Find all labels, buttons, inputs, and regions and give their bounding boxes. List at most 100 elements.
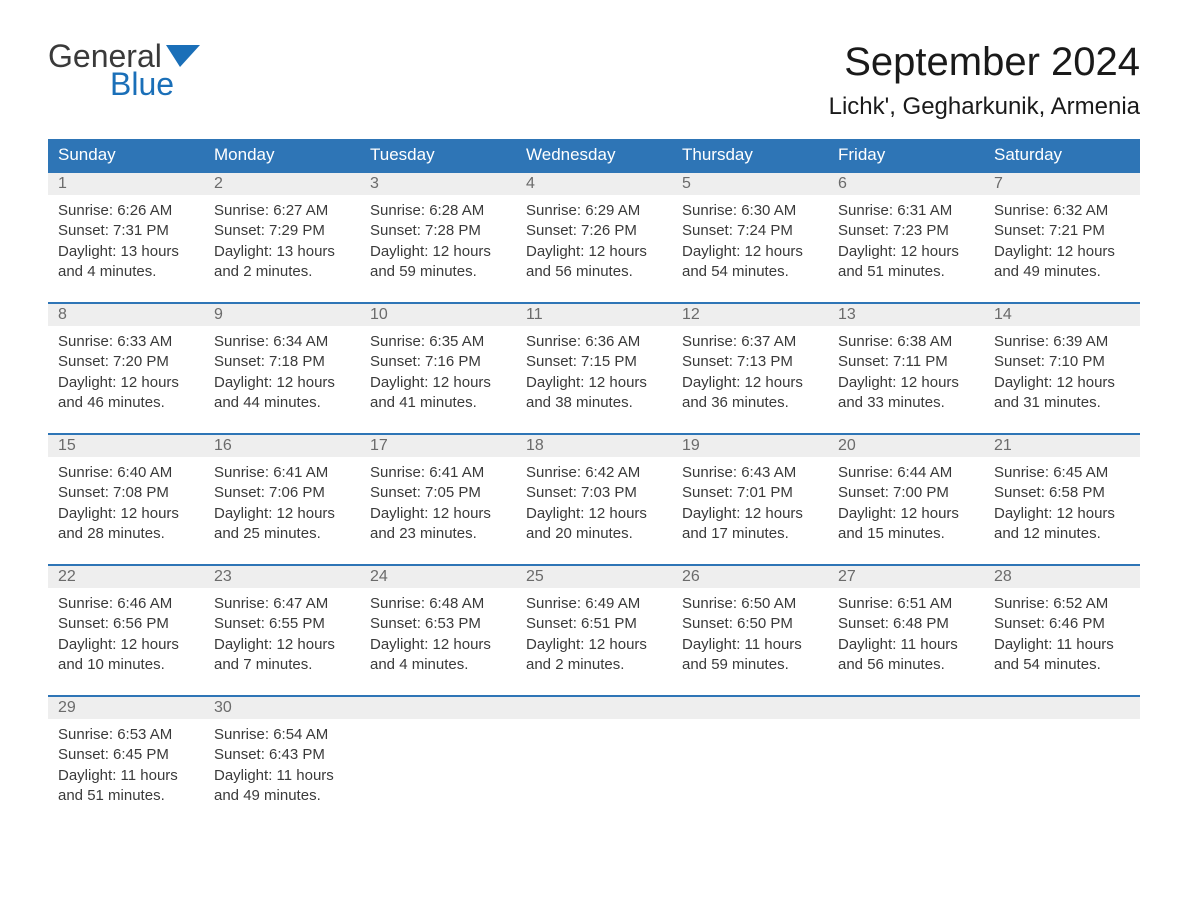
day-details: Sunrise: 6:34 AMSunset: 7:18 PMDaylight:… (204, 326, 360, 413)
daylight-line: Daylight: 12 hours and 28 minutes. (58, 504, 194, 545)
sunrise-line: Sunrise: 6:36 AM (526, 332, 662, 352)
day-cell (984, 719, 1140, 826)
day-content-row: Sunrise: 6:46 AMSunset: 6:56 PMDaylight:… (48, 588, 1140, 696)
day-details: Sunrise: 6:47 AMSunset: 6:55 PMDaylight:… (204, 588, 360, 675)
sunset-line: Sunset: 7:21 PM (994, 221, 1130, 241)
day-number: 29 (48, 696, 204, 719)
day-number: 23 (204, 565, 360, 588)
day-details: Sunrise: 6:29 AMSunset: 7:26 PMDaylight:… (516, 195, 672, 282)
sunset-line: Sunset: 7:01 PM (682, 483, 818, 503)
weekday-header: Wednesday (516, 139, 672, 172)
day-content-row: Sunrise: 6:40 AMSunset: 7:08 PMDaylight:… (48, 457, 1140, 565)
day-content-row: Sunrise: 6:33 AMSunset: 7:20 PMDaylight:… (48, 326, 1140, 434)
day-cell: Sunrise: 6:26 AMSunset: 7:31 PMDaylight:… (48, 195, 204, 303)
day-details: Sunrise: 6:54 AMSunset: 6:43 PMDaylight:… (204, 719, 360, 806)
sunset-line: Sunset: 7:05 PM (370, 483, 506, 503)
weekday-header: Saturday (984, 139, 1140, 172)
day-details: Sunrise: 6:36 AMSunset: 7:15 PMDaylight:… (516, 326, 672, 413)
day-cell (360, 719, 516, 826)
day-cell: Sunrise: 6:27 AMSunset: 7:29 PMDaylight:… (204, 195, 360, 303)
sunrise-line: Sunrise: 6:38 AM (838, 332, 974, 352)
day-cell: Sunrise: 6:33 AMSunset: 7:20 PMDaylight:… (48, 326, 204, 434)
weekday-header: Tuesday (360, 139, 516, 172)
sunrise-line: Sunrise: 6:47 AM (214, 594, 350, 614)
title-block: September 2024 Lichk', Gegharkunik, Arme… (829, 40, 1140, 121)
daylight-line: Daylight: 11 hours and 56 minutes. (838, 635, 974, 676)
sunrise-line: Sunrise: 6:50 AM (682, 594, 818, 614)
location-subtitle: Lichk', Gegharkunik, Armenia (829, 93, 1140, 121)
daylight-line: Daylight: 12 hours and 56 minutes. (526, 242, 662, 283)
sunrise-line: Sunrise: 6:41 AM (370, 463, 506, 483)
day-cell: Sunrise: 6:50 AMSunset: 6:50 PMDaylight:… (672, 588, 828, 696)
sunset-line: Sunset: 7:16 PM (370, 352, 506, 372)
day-number (360, 696, 516, 719)
day-cell: Sunrise: 6:51 AMSunset: 6:48 PMDaylight:… (828, 588, 984, 696)
brand-logo: General Blue (48, 40, 200, 100)
day-cell: Sunrise: 6:41 AMSunset: 7:06 PMDaylight:… (204, 457, 360, 565)
day-details: Sunrise: 6:40 AMSunset: 7:08 PMDaylight:… (48, 457, 204, 544)
sunset-line: Sunset: 7:24 PM (682, 221, 818, 241)
day-number: 2 (204, 172, 360, 195)
day-number: 14 (984, 303, 1140, 326)
daylight-line: Daylight: 12 hours and 59 minutes. (370, 242, 506, 283)
daylight-line: Daylight: 11 hours and 59 minutes. (682, 635, 818, 676)
day-cell: Sunrise: 6:49 AMSunset: 6:51 PMDaylight:… (516, 588, 672, 696)
sunrise-line: Sunrise: 6:32 AM (994, 201, 1130, 221)
daylight-line: Daylight: 12 hours and 36 minutes. (682, 373, 818, 414)
day-cell: Sunrise: 6:39 AMSunset: 7:10 PMDaylight:… (984, 326, 1140, 434)
daylight-line: Daylight: 12 hours and 12 minutes. (994, 504, 1130, 545)
day-details: Sunrise: 6:38 AMSunset: 7:11 PMDaylight:… (828, 326, 984, 413)
day-number: 1 (48, 172, 204, 195)
day-cell: Sunrise: 6:48 AMSunset: 6:53 PMDaylight:… (360, 588, 516, 696)
sunset-line: Sunset: 6:58 PM (994, 483, 1130, 503)
day-number: 12 (672, 303, 828, 326)
day-number-row: 891011121314 (48, 303, 1140, 326)
day-cell: Sunrise: 6:45 AMSunset: 6:58 PMDaylight:… (984, 457, 1140, 565)
sunrise-line: Sunrise: 6:44 AM (838, 463, 974, 483)
day-number: 24 (360, 565, 516, 588)
daylight-line: Daylight: 12 hours and 2 minutes. (526, 635, 662, 676)
daylight-line: Daylight: 13 hours and 2 minutes. (214, 242, 350, 283)
sunrise-line: Sunrise: 6:45 AM (994, 463, 1130, 483)
day-number (984, 696, 1140, 719)
day-cell: Sunrise: 6:52 AMSunset: 6:46 PMDaylight:… (984, 588, 1140, 696)
day-number: 10 (360, 303, 516, 326)
calendar-table: SundayMondayTuesdayWednesdayThursdayFrid… (48, 139, 1140, 826)
sunset-line: Sunset: 6:50 PM (682, 614, 818, 634)
sunrise-line: Sunrise: 6:48 AM (370, 594, 506, 614)
day-details: Sunrise: 6:46 AMSunset: 6:56 PMDaylight:… (48, 588, 204, 675)
day-details: Sunrise: 6:35 AMSunset: 7:16 PMDaylight:… (360, 326, 516, 413)
day-number-row: 2930 (48, 696, 1140, 719)
daylight-line: Daylight: 12 hours and 15 minutes. (838, 504, 974, 545)
day-number: 22 (48, 565, 204, 588)
sunset-line: Sunset: 7:31 PM (58, 221, 194, 241)
day-cell: Sunrise: 6:43 AMSunset: 7:01 PMDaylight:… (672, 457, 828, 565)
day-cell: Sunrise: 6:28 AMSunset: 7:28 PMDaylight:… (360, 195, 516, 303)
sunset-line: Sunset: 6:46 PM (994, 614, 1130, 634)
day-cell: Sunrise: 6:32 AMSunset: 7:21 PMDaylight:… (984, 195, 1140, 303)
day-cell: Sunrise: 6:44 AMSunset: 7:00 PMDaylight:… (828, 457, 984, 565)
sunrise-line: Sunrise: 6:35 AM (370, 332, 506, 352)
day-number: 6 (828, 172, 984, 195)
day-cell: Sunrise: 6:31 AMSunset: 7:23 PMDaylight:… (828, 195, 984, 303)
day-details: Sunrise: 6:32 AMSunset: 7:21 PMDaylight:… (984, 195, 1140, 282)
day-number: 21 (984, 434, 1140, 457)
weekday-header: Sunday (48, 139, 204, 172)
daylight-line: Daylight: 11 hours and 49 minutes. (214, 766, 350, 807)
daylight-line: Daylight: 12 hours and 33 minutes. (838, 373, 974, 414)
daylight-line: Daylight: 12 hours and 51 minutes. (838, 242, 974, 283)
sunset-line: Sunset: 7:20 PM (58, 352, 194, 372)
day-cell: Sunrise: 6:37 AMSunset: 7:13 PMDaylight:… (672, 326, 828, 434)
day-cell: Sunrise: 6:47 AMSunset: 6:55 PMDaylight:… (204, 588, 360, 696)
day-number (516, 696, 672, 719)
day-cell (828, 719, 984, 826)
sunrise-line: Sunrise: 6:34 AM (214, 332, 350, 352)
day-cell: Sunrise: 6:34 AMSunset: 7:18 PMDaylight:… (204, 326, 360, 434)
month-title: September 2024 (829, 40, 1140, 85)
sunset-line: Sunset: 7:10 PM (994, 352, 1130, 372)
day-details: Sunrise: 6:45 AMSunset: 6:58 PMDaylight:… (984, 457, 1140, 544)
daylight-line: Daylight: 12 hours and 49 minutes. (994, 242, 1130, 283)
day-cell: Sunrise: 6:36 AMSunset: 7:15 PMDaylight:… (516, 326, 672, 434)
sunrise-line: Sunrise: 6:29 AM (526, 201, 662, 221)
daylight-line: Daylight: 12 hours and 25 minutes. (214, 504, 350, 545)
